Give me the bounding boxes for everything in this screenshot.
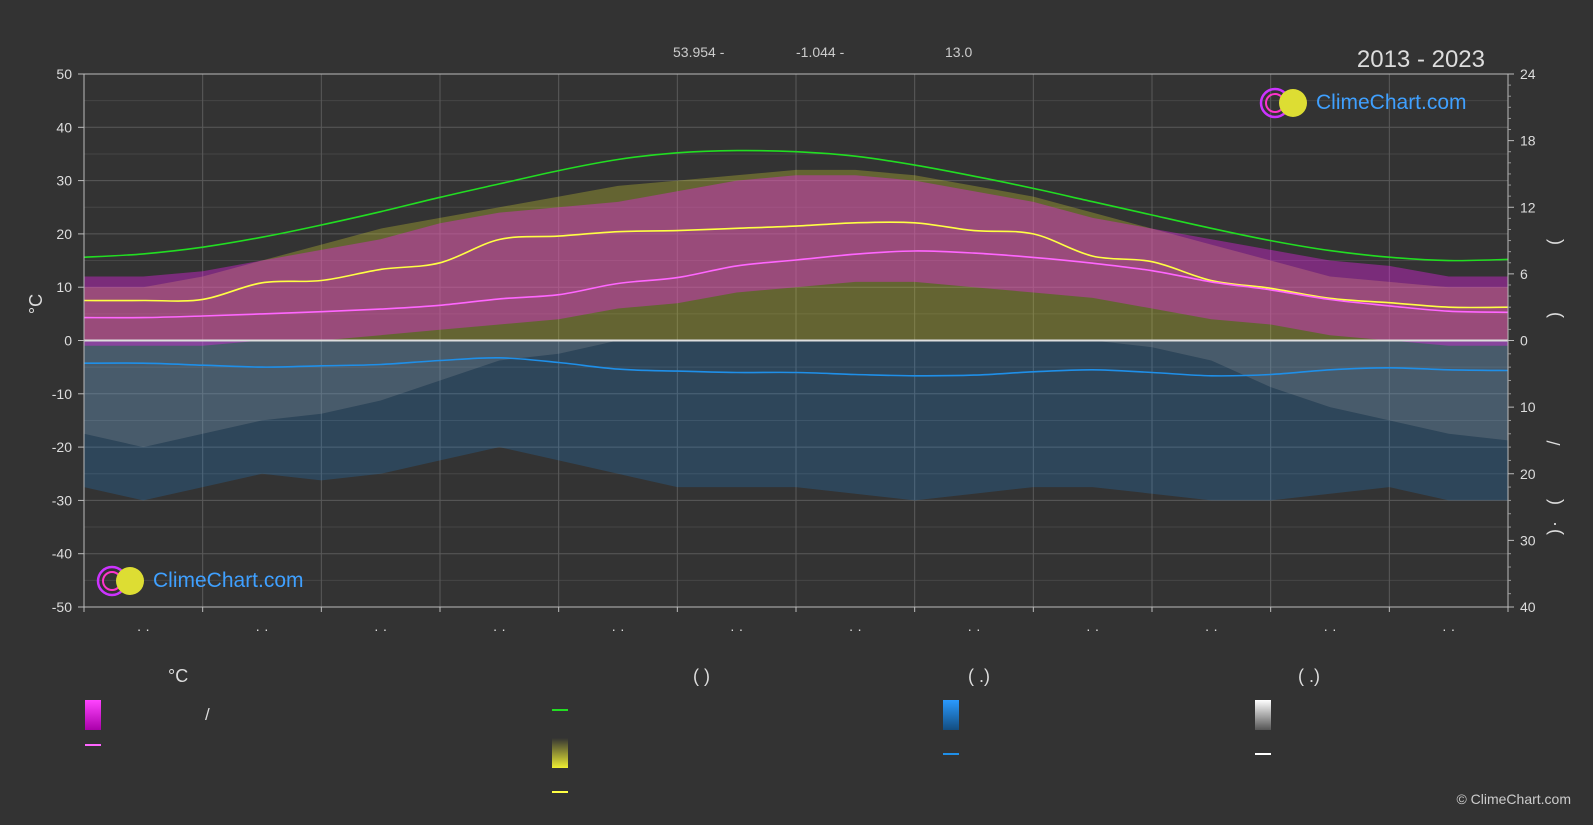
y-axis-label-right-mm: · (1544, 521, 1564, 527)
y-tick-label-left: -50 (52, 599, 72, 615)
legend-heading-snow: ( .) (1298, 666, 1320, 686)
elevation-readout: 13.0 (945, 44, 973, 60)
y-tick-label-right-hours: 24 (1520, 66, 1536, 82)
y-tick-label-left: 40 (56, 119, 72, 135)
legend-label: / (205, 705, 210, 724)
legend-swatch (552, 791, 568, 793)
y-tick-label-right-mm: 30 (1520, 532, 1536, 548)
legend-swatch (1255, 753, 1271, 755)
legend-item-rain-mean (943, 753, 959, 755)
legend-swatch (85, 744, 101, 746)
rain-line (83, 356, 1509, 377)
y-axis-label-left: °C (26, 294, 46, 314)
y-tick-label-right-mm: 40 (1520, 599, 1536, 615)
legend-heading-sunshine: ( ) (693, 666, 710, 686)
longitude-readout: -1.044 - (796, 44, 845, 60)
legend-swatch (552, 738, 568, 768)
x-tick-label: · · (374, 621, 387, 637)
climechart-logo-icon (1259, 87, 1307, 119)
y-axis-label-right-hours: ) (1544, 312, 1564, 318)
legend-swatch (85, 700, 101, 730)
x-tick-label: · · (1205, 621, 1218, 637)
sunshine-band-area (84, 169, 1508, 341)
y-tick-label-left: 50 (56, 66, 72, 82)
legend-heading-rain: ( .) (968, 666, 990, 686)
y-axis-label-right-hours: ( (1544, 239, 1564, 245)
legend-swatch (943, 700, 959, 730)
y-tick-label-left: 20 (56, 226, 72, 242)
x-tick-label: · · (730, 621, 743, 637)
y-tick-label-left: 0 (64, 333, 72, 349)
legend-item-snow-range (1255, 700, 1271, 730)
legend-swatch (943, 753, 959, 755)
x-tick-label: · · (1323, 621, 1336, 637)
x-tick-label: · · (493, 621, 506, 637)
y-tick-label-right-mm: 20 (1520, 466, 1536, 482)
latitude-readout: 53.954 - (673, 44, 725, 60)
x-tick-label: · · (849, 621, 862, 637)
y-tick-label-right-hours: 18 (1520, 133, 1536, 149)
y-axis-label-right-mm: ) (1544, 529, 1564, 535)
y-tick-label-right-mm: 10 (1520, 399, 1536, 415)
legend-swatch (552, 709, 568, 711)
y-tick-label-left: 10 (56, 279, 72, 295)
period-label: 2013 - 2023 (1356, 46, 1485, 73)
y-tick-label-left: -10 (52, 386, 72, 402)
daylight-line (83, 149, 1509, 262)
legend-item-sunshine-range (552, 738, 568, 768)
logo-text: ClimeChart.com (1316, 91, 1467, 114)
x-tick-label: · · (967, 621, 980, 637)
legend-swatch (1255, 700, 1271, 730)
legend-item-temp-mean (85, 744, 101, 746)
x-tick-label: · · (1442, 621, 1455, 637)
logo-bottom-left[interactable]: ClimeChart.com (95, 564, 304, 598)
sunshine-line (83, 221, 1509, 309)
y-tick-label-left: -40 (52, 546, 72, 562)
legend-item-rain-range (943, 700, 959, 730)
y-tick-label-right-hours: 0 (1520, 333, 1528, 349)
y-tick-label-right-hours: 12 (1520, 199, 1536, 215)
climechart-logo-icon (96, 565, 144, 597)
temp-mean-line (83, 250, 1509, 319)
y-tick-label-left: -30 (52, 492, 72, 508)
x-tick-label: · · (611, 621, 624, 637)
logo-text: ClimeChart.com (153, 569, 304, 592)
x-tick-label: · · (137, 621, 150, 637)
logo-top-right[interactable]: ClimeChart.com (1258, 86, 1467, 120)
legend-item-daylight (552, 709, 568, 711)
y-tick-label-left: 30 (56, 173, 72, 189)
y-tick-label-left: -20 (52, 439, 72, 455)
x-tick-label: · · (1086, 621, 1099, 637)
x-tick-label: · · (255, 621, 268, 637)
rain-band-area (84, 340, 1508, 501)
legend-item-sunshine-mean (552, 791, 568, 793)
y-axis-label-right-mm: ( (1544, 499, 1564, 505)
copyright: © ClimeChart.com (1456, 791, 1571, 807)
legend-heading-temperature: °C (168, 666, 189, 686)
y-axis-label-right-mm: / (1544, 440, 1564, 445)
snow-band-area (84, 340, 1508, 448)
legend-item-temp-range: / (85, 700, 210, 730)
legend-item-snow-mean (1255, 753, 1271, 755)
y-tick-label-right-hours: 6 (1520, 266, 1528, 282)
